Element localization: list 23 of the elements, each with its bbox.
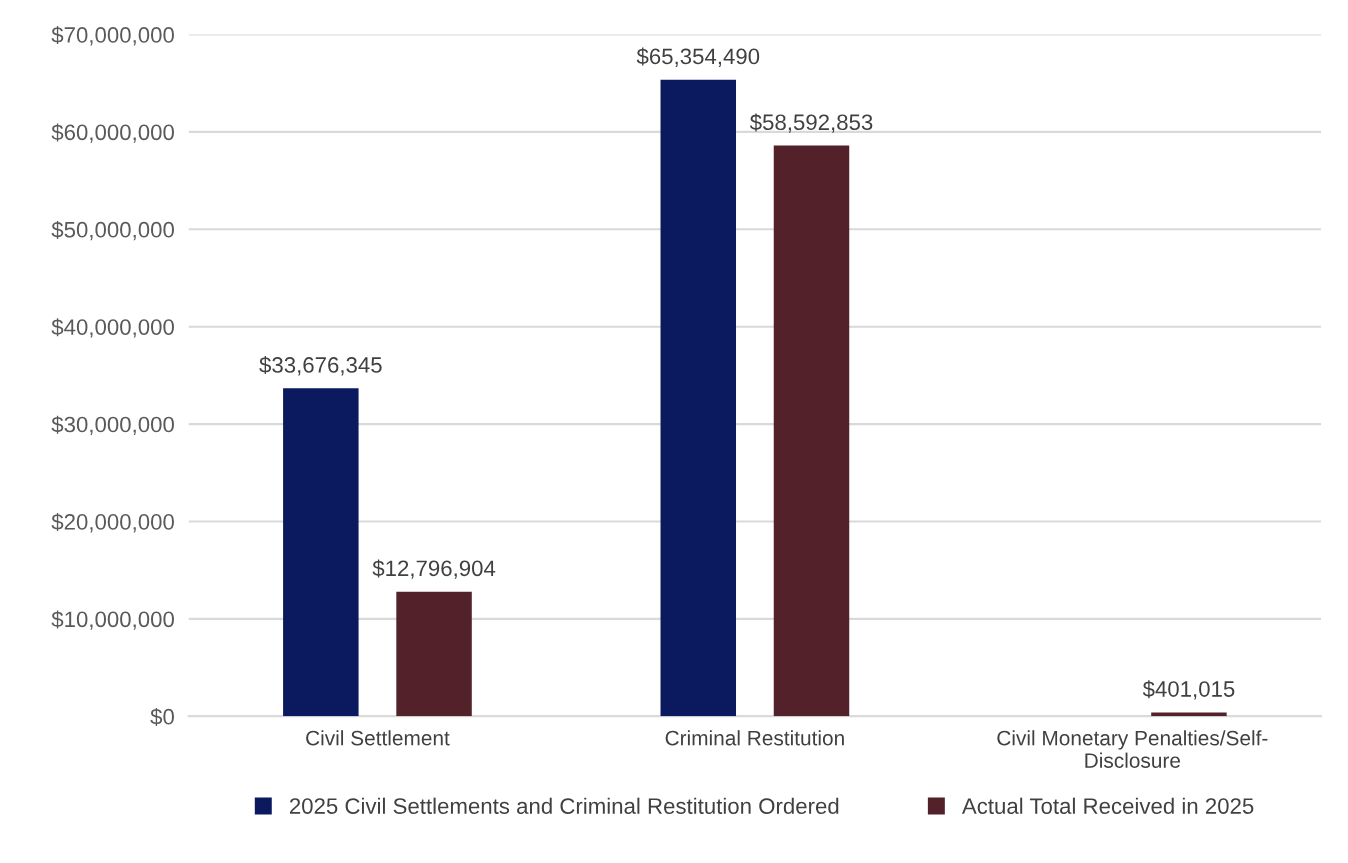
bar: [773, 145, 850, 717]
y-tick-label: $50,000,000: [51, 220, 174, 241]
data-label: $33,676,345: [259, 356, 382, 376]
y-tick-label: $70,000,000: [51, 26, 174, 46]
data-label: $401,015: [1142, 680, 1235, 700]
bar: [283, 388, 359, 717]
legend-label: Actual Total Received in 2025: [961, 797, 1254, 814]
x-tick-label: Civil Monetary Penalties/Self- Disclosure: [997, 730, 1268, 768]
bar: [1151, 712, 1227, 717]
y-tick-label: $30,000,000: [51, 415, 174, 435]
y-tick-label: $0: [150, 707, 174, 726]
data-label: $65,354,490: [636, 47, 760, 67]
y-tick-label: $20,000,000: [51, 513, 174, 533]
y-tick-label: $10,000,000: [51, 610, 174, 630]
legend-label: 2025 Civil Settlements and Criminal Restitution Ordered: [289, 797, 839, 814]
x-tick-label: Criminal Restitution: [665, 730, 844, 746]
x-tick-label: Civil Settlement: [306, 730, 450, 746]
bar: [396, 591, 472, 717]
data-label: $58,592,853: [749, 113, 873, 133]
y-tick-label: $60,000,000: [51, 123, 174, 143]
data-label: $12,796,904: [372, 559, 496, 579]
bar: [660, 79, 737, 717]
y-tick-label: $40,000,000: [51, 318, 174, 338]
